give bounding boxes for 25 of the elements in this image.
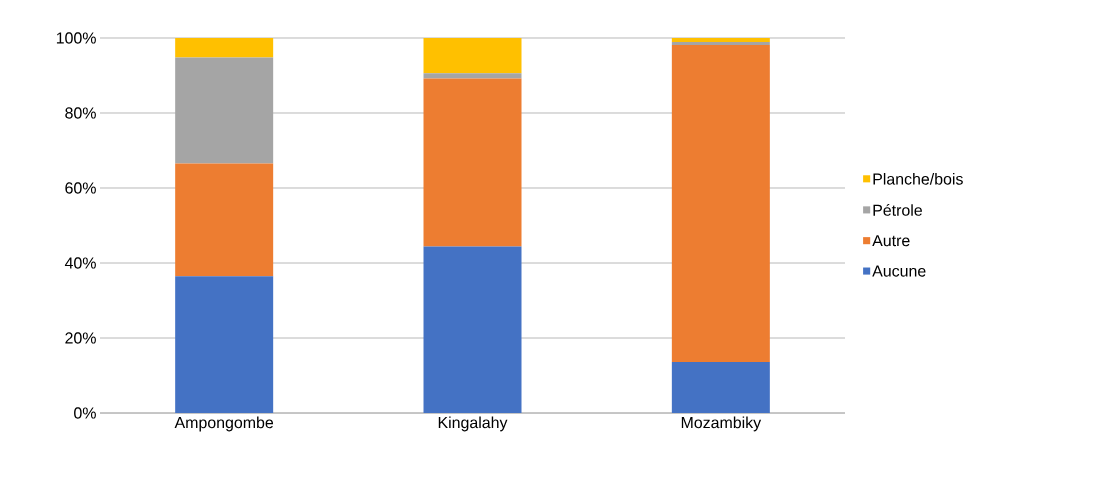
bar bbox=[423, 246, 522, 413]
y-tick-label: 60% bbox=[65, 182, 96, 194]
legend-label: Pétrole bbox=[873, 203, 922, 216]
y-tick-label: 40% bbox=[64, 257, 96, 269]
bar bbox=[671, 362, 770, 413]
y-tick-label: 0% bbox=[74, 407, 96, 419]
legend-label: Planche/bois bbox=[873, 173, 963, 185]
bar bbox=[175, 276, 274, 413]
legend-label: Autre bbox=[872, 235, 910, 247]
y-tick-label: 20% bbox=[65, 332, 96, 344]
x-tick-label: Kingalahy bbox=[438, 416, 508, 432]
y-tick-label: 100% bbox=[56, 32, 96, 44]
bar bbox=[175, 57, 274, 164]
bar bbox=[423, 38, 522, 74]
bar bbox=[175, 38, 274, 58]
bar bbox=[671, 42, 770, 46]
x-tick-label: Mozambiky bbox=[681, 416, 762, 432]
bar bbox=[671, 45, 770, 362]
x-tick-label: Ampongombe bbox=[174, 416, 274, 432]
y-tick-label: 80% bbox=[65, 107, 96, 119]
bar bbox=[671, 38, 770, 43]
bar bbox=[423, 78, 522, 247]
bar bbox=[175, 163, 274, 277]
legend-label: Aucune bbox=[872, 265, 926, 277]
bar bbox=[423, 73, 522, 79]
